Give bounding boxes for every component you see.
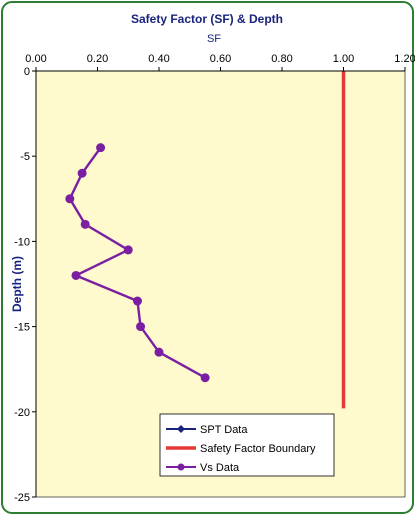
legend-label: Safety Factor Boundary [200,443,316,455]
y-tick-label: -10 [14,236,30,248]
data-point [71,270,81,280]
data-point [154,347,164,357]
legend-marker [177,463,185,471]
y-tick-label: 0 [24,66,30,78]
x-tick-label: 0.60 [210,53,231,65]
legend: SPT Data Safety Factor Boundary Vs Data [159,413,335,477]
series-line [68,146,206,379]
y-tick-label: -25 [14,492,30,504]
y-tick-label: -5 [20,151,30,163]
series-vs-data [65,143,210,383]
x-axis-label: SF [207,33,221,45]
legend-marker [177,425,185,433]
data-point [200,373,210,383]
x-tick-label: 1.20 [394,53,415,65]
y-tick-label: -20 [14,407,30,419]
data-point [132,296,142,306]
legend-entry: SPT Data [166,424,248,436]
legend-label: Vs Data [200,462,240,474]
data-point [80,219,90,229]
x-tick-label: 0.20 [87,53,108,65]
y-axis-label: Depth (m) [10,256,24,312]
y-tick-label: -15 [14,322,30,334]
data-point [123,245,133,255]
data-point [77,168,87,178]
x-tick-label: 1.00 [333,53,354,65]
legend-items: SPT Data Safety Factor Boundary Vs Data [166,424,316,474]
legend-entry: Safety Factor Boundary [166,443,316,455]
y-axis-ticks: 0 -5 -10 -15 -20 -25 [14,66,36,504]
legend-label: SPT Data [200,424,248,436]
chart-title: Safety Factor (SF) & Depth [131,12,283,26]
x-tick-label: 0.40 [148,53,169,65]
data-point [65,194,75,204]
x-tick-label: 0.80 [271,53,292,65]
x-axis-ticks: 0.00 0.20 0.40 0.60 0.80 1.00 1.20 [25,53,415,71]
legend-entry: Vs Data [166,462,240,474]
series-layer [65,71,346,409]
data-point [96,143,106,153]
legend-box [159,413,335,477]
x-tick-label: 0.00 [25,53,46,65]
data-point [136,322,146,332]
